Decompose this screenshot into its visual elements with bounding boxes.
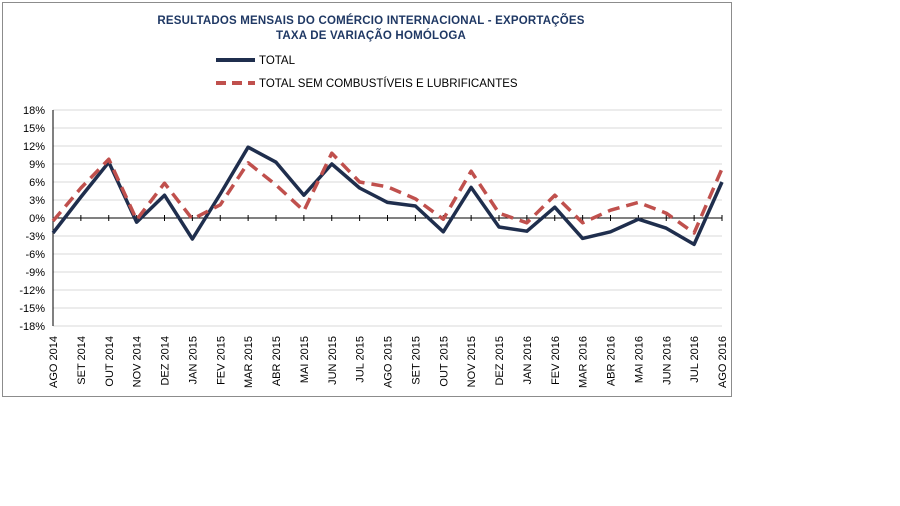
legend-label-excl-fuels: TOTAL SEM COMBUSTÍVEIS E LUBRIFICANTES	[259, 77, 518, 90]
y-tick-label: 12%	[23, 141, 45, 153]
x-tick-label: ABR 2016	[606, 336, 618, 386]
y-tick-label: -9%	[25, 267, 45, 279]
export-variation-chart: RESULTADOS MENSAIS DO COMÉRCIO INTERNACI…	[19, 14, 729, 388]
x-tick-label: MAR 2015	[243, 336, 255, 388]
x-tick-label: JAN 2016	[522, 336, 534, 384]
x-tick-label: JUN 2016	[661, 336, 673, 385]
y-tick-label: -6%	[25, 249, 45, 261]
x-tick-label: DEZ 2015	[494, 336, 506, 386]
x-tick-label: AGO 2014	[48, 336, 60, 388]
x-axis-ticks: AGO 2014 SET 2014 OUT 2014 NOV 2014 DEZ 2014…	[48, 336, 729, 388]
x-tick-label: MAR 2016	[578, 336, 590, 388]
y-axis-ticks: -18% -15% -12% -9% -6% -3% 0% 3% 6% 9% 12% 15% 18%	[19, 105, 45, 333]
x-tick-label: JUN 2015	[327, 336, 339, 385]
series-lines	[51, 145, 724, 247]
x-tick-label: FEV 2016	[550, 336, 562, 385]
x-tick-label: FEV 2015	[215, 336, 227, 385]
y-tick-label: -18%	[19, 321, 45, 333]
x-tick-label: OUT 2015	[438, 336, 450, 387]
legend: TOTAL TOTAL SEM COMBUSTÍVEIS E LUBRIFICA…	[216, 55, 518, 90]
y-tick-label: 18%	[23, 105, 45, 117]
x-tick-label: OUT 2014	[104, 336, 116, 387]
x-tick-label: DEZ 2014	[160, 336, 172, 386]
x-tick-label: MAI 2015	[299, 336, 311, 383]
y-tick-label: 6%	[29, 177, 45, 189]
y-tick-label: -3%	[25, 231, 45, 243]
x-tick-label: NOV 2014	[132, 336, 144, 387]
x-tick-label: ABR 2015	[271, 336, 283, 386]
x-tick-label: NOV 2015	[466, 336, 478, 387]
x-tick-label: JUL 2015	[355, 336, 367, 383]
series-line-excl-fuels	[51, 151, 724, 235]
x-tick-label: SET 2015	[410, 336, 422, 385]
y-tick-label: 0%	[29, 213, 45, 225]
x-tick-label: SET 2014	[76, 336, 88, 385]
y-tick-label: 15%	[23, 123, 45, 135]
x-tick-label: JUL 2016	[689, 336, 701, 383]
x-tick-label: AGO 2016	[717, 336, 729, 388]
x-tick-label: AGO 2015	[383, 336, 395, 388]
chart-title: RESULTADOS MENSAIS DO COMÉRCIO INTERNACI…	[157, 14, 584, 27]
chart-subtitle: TAXA DE VARIAÇÃO HOMÓLOGA	[276, 29, 466, 42]
x-tick-label: MAI 2016	[633, 336, 645, 383]
y-tick-label: -15%	[19, 303, 45, 315]
x-tick-label: JAN 2015	[187, 336, 199, 384]
y-tick-label: 9%	[29, 159, 45, 171]
y-tick-label: 3%	[29, 195, 45, 207]
y-tick-label: -12%	[19, 285, 45, 297]
chart-frame: RESULTADOS MENSAIS DO COMÉRCIO INTERNACI…	[2, 2, 732, 397]
gridlines	[52, 109, 723, 327]
legend-label-total: TOTAL	[259, 55, 296, 67]
